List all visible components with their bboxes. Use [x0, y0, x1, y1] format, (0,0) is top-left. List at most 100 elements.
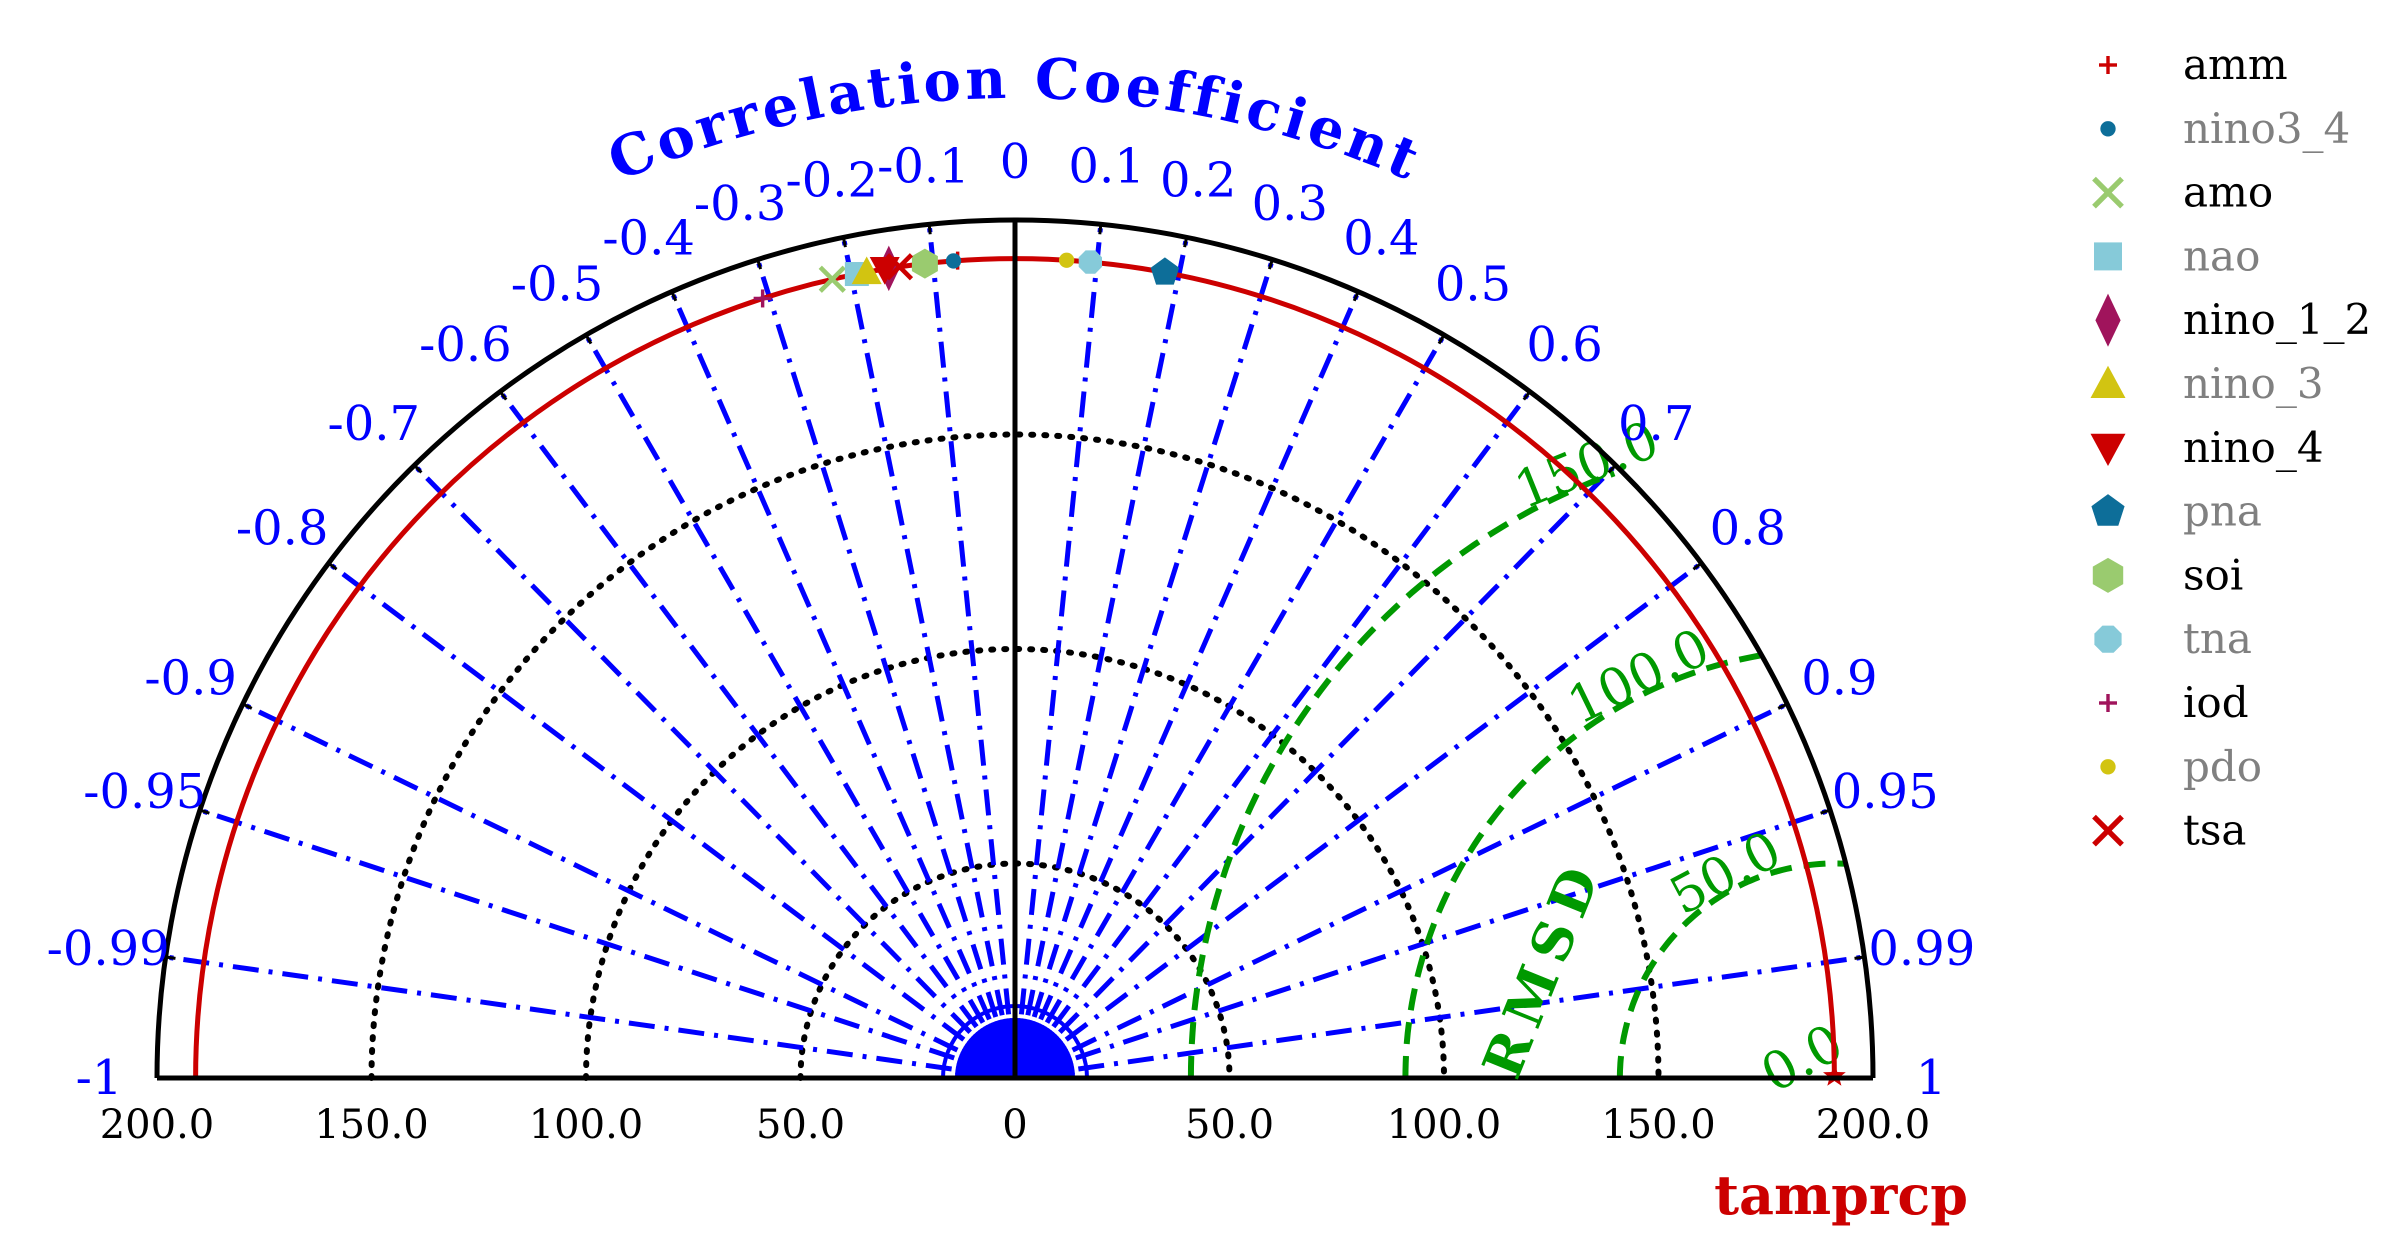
rmsd-label-100: 100.0: [1559, 618, 1719, 737]
std-tick-label: 50.0: [1185, 1102, 1274, 1148]
std-tick-label: 150.0: [314, 1102, 429, 1148]
corr-line--0.99: [165, 954, 1002, 1079]
outer-arc-tick: [1522, 390, 1532, 401]
corr-tick-label: -0.95: [83, 764, 206, 820]
data-points: [753, 245, 1180, 308]
corr-tick-label: 0.95: [1832, 764, 1939, 820]
point-nino_3: [851, 256, 882, 285]
std-tick-labels: 200.0 150.0 100.0 50.0 0 50.0 100.0 150.0 200.0: [100, 1102, 1931, 1148]
corr-line-0.5: [1019, 333, 1447, 1068]
corr-tick-label: 0.3: [1252, 176, 1328, 232]
point-nino_4: [869, 257, 900, 285]
rmsd-axis-title-text: RMSD: [1470, 849, 1616, 1087]
corr-line--0.5: [583, 333, 1011, 1068]
rmsd-contour-50: [1616, 860, 1846, 1078]
outer-arc-tick: [1437, 334, 1446, 345]
legend-label-nino_4: nino_4: [2183, 423, 2324, 472]
outer-arc-tick: [327, 562, 338, 571]
std-tick-label: 50.0: [756, 1102, 845, 1148]
corr-tick-label: 0.9: [1801, 651, 1877, 707]
std-tick-label: 200.0: [100, 1102, 215, 1148]
corr-line-0.4: [1018, 290, 1361, 1067]
legend-label-nao: nao: [2183, 231, 2260, 280]
corr-line--0.9: [241, 701, 1004, 1075]
legend-label-pdo: pdo: [2183, 742, 2262, 791]
legend-label-nino3_4: nino3_4: [2183, 104, 2350, 153]
outer-arc-tick: [165, 955, 176, 960]
std-tick-label: 150.0: [1601, 1102, 1716, 1148]
rmsd-label-50: 50.0: [1661, 820, 1791, 927]
outer-arc-tick: [199, 808, 210, 815]
corr-line--0.7: [412, 463, 1007, 1070]
corr-tick-label: 0.8: [1710, 500, 1786, 556]
corr-line--0.8: [327, 561, 1006, 1072]
point-tsa: [885, 253, 914, 281]
corr-line--0.95: [199, 807, 1003, 1077]
corr-line-0.8: [1024, 561, 1703, 1072]
corr-tick-label: -0.99: [47, 921, 170, 977]
legend-label-tna: tna: [2183, 614, 2252, 663]
corr-tick-label: -0.4: [602, 210, 695, 266]
corr-tick-label: -0.8: [236, 500, 329, 556]
legend-label-soi: soi: [2183, 550, 2243, 599]
std-tick-label: 100.0: [529, 1102, 644, 1148]
point-soi: [911, 248, 938, 279]
outer-arc-tick: [1098, 224, 1103, 235]
corr-line--0.1: [926, 224, 1017, 1065]
corr-line--0.2: [840, 236, 1015, 1065]
outer-arc-tick: [1692, 562, 1703, 571]
outer-arc-tick: [1820, 808, 1831, 815]
legend-label-iod: iod: [2183, 678, 2249, 727]
outer-arc-tick: [1183, 237, 1189, 248]
corr-line-0.6: [1021, 390, 1532, 1069]
corr-tick-label: 0: [1000, 134, 1031, 190]
corr-tick-label: 0.1: [1068, 139, 1144, 195]
legend-marker-pna: [2091, 494, 2125, 526]
legend-label-amm: amm: [2183, 40, 2288, 89]
outer-arc-tick: [927, 224, 932, 235]
axes: [154, 217, 1876, 1081]
legend-marker-nino3_4: [2100, 121, 2116, 137]
outer-arc-tick: [242, 702, 253, 710]
correlation-tick-labels: -1 -0.99 -0.95 -0.9 -0.8 -0.7 -0.6-0.5-0.4-0.3…: [47, 134, 1976, 1106]
corr-tick-label: 0.6: [1526, 317, 1602, 373]
legend-label-amo: amo: [2183, 168, 2273, 217]
std-tick-label: 200.0: [1816, 1102, 1931, 1148]
legend-marker-amo: [2092, 176, 2124, 209]
std-tick-label: 100.0: [1387, 1102, 1502, 1148]
outer-arc-tick: [1267, 259, 1274, 270]
legend-marker-nino_1_2: [2095, 293, 2121, 347]
corr-tick-label: 0.4: [1343, 210, 1419, 266]
outer-arc-tick: [756, 259, 763, 270]
legend-marker-pdo: [2100, 759, 2116, 775]
corr-tick-label: -0.7: [328, 396, 421, 452]
corr-line-0.2: [1015, 236, 1190, 1065]
point-tna: [1078, 250, 1102, 274]
legend-label-nino_1_2: nino_1_2: [2183, 295, 2371, 344]
reference-point-star: [1823, 1064, 1846, 1086]
point-iod: [753, 289, 772, 308]
reference-label: tamprcp: [1714, 1163, 1968, 1227]
legend-label-pna: pna: [2183, 487, 2262, 536]
outer-arc-tick: [1854, 955, 1865, 960]
legend-label-nino_3: nino_3: [2183, 359, 2324, 408]
corr-line--0.3: [755, 258, 1014, 1066]
point-amo: [818, 265, 846, 293]
corr-tick-label: 0.5: [1435, 257, 1511, 313]
corr-line--0.6: [498, 390, 1009, 1069]
std-circle-150: [368, 431, 1662, 1081]
corr-line--0.4: [669, 290, 1012, 1067]
corr-tick-label: 1: [1916, 1050, 1947, 1106]
correlation-grid-lines: [165, 224, 1865, 1079]
legend-label-tsa: tsa: [2183, 806, 2246, 855]
legend-marker-tna: [2094, 625, 2122, 653]
point-pna: [1150, 257, 1180, 285]
corr-line-0.1: [1013, 224, 1104, 1065]
corr-tick-label: -0.5: [511, 257, 604, 313]
corr-tick-label: -0.9: [144, 651, 237, 707]
rmsd-axis-title: RMSD: [1470, 849, 1616, 1087]
legend-marker-iod: [2099, 694, 2117, 712]
legend-marker-tsa: [2092, 814, 2124, 847]
legend-marker-nino_3: [2090, 365, 2126, 398]
